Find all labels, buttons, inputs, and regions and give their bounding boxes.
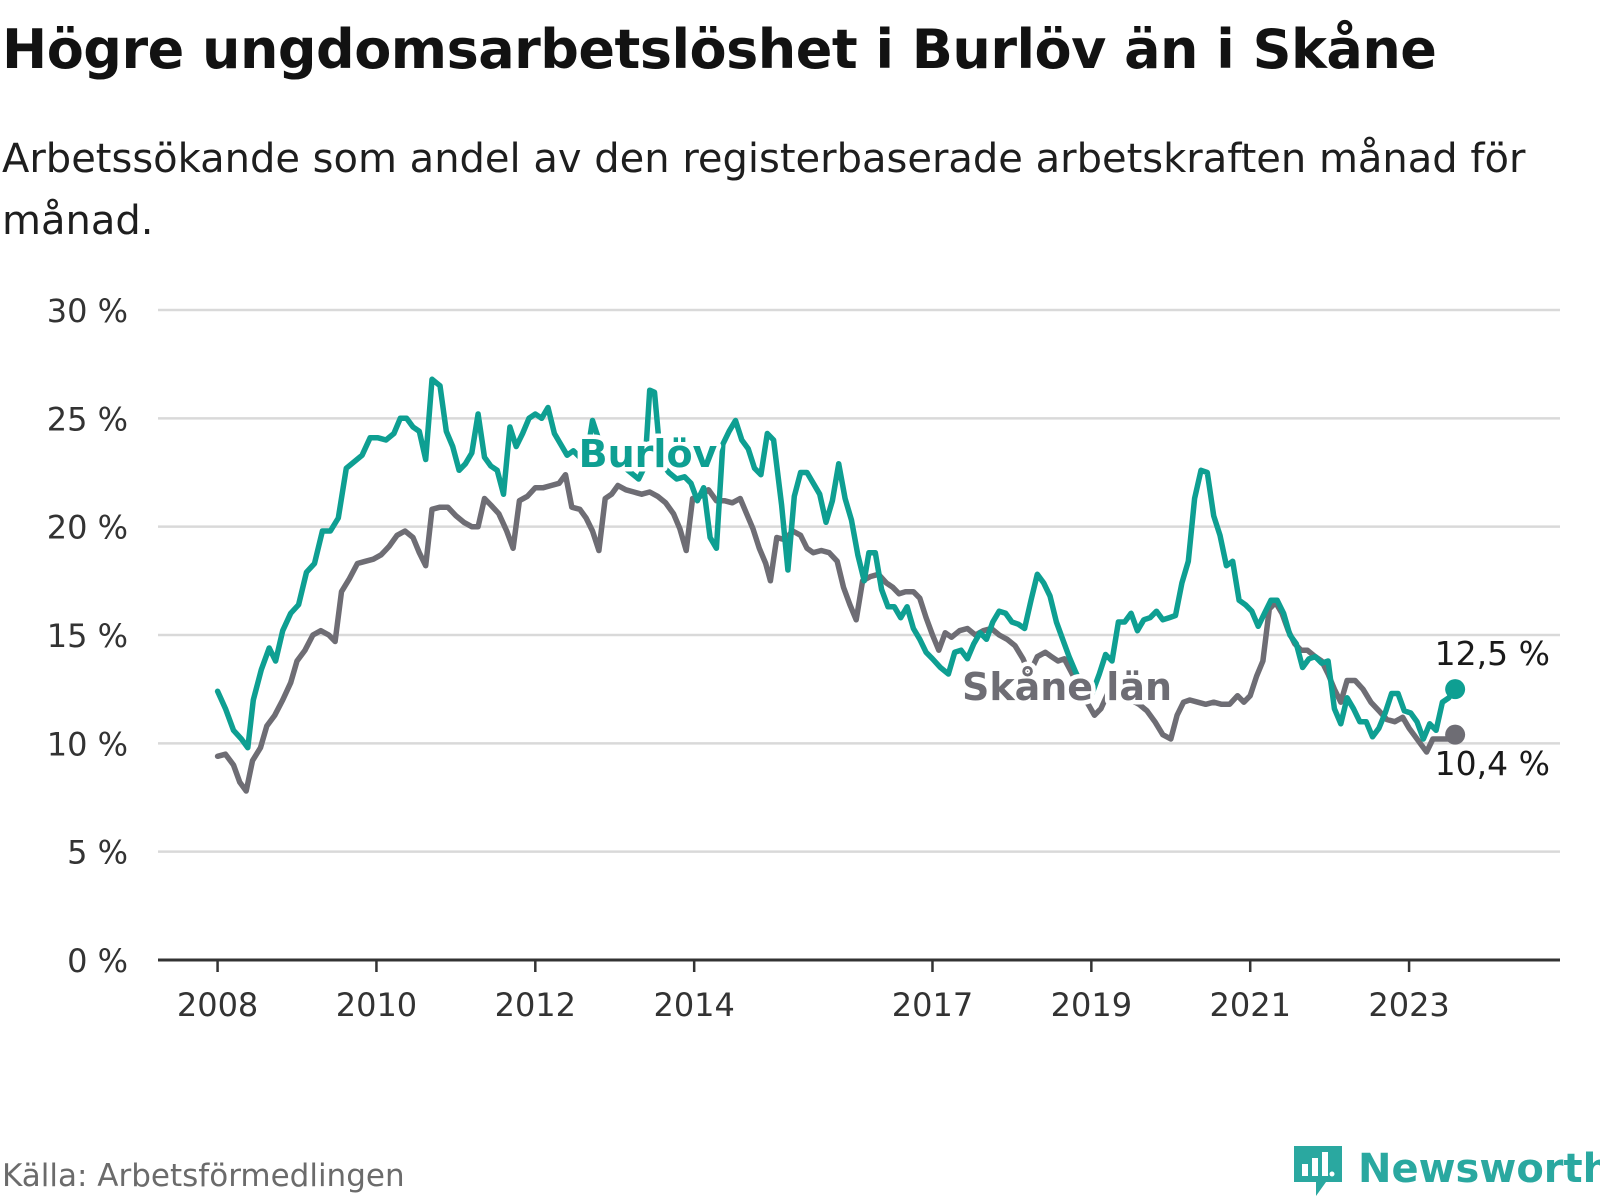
y-tick-label: 25 % xyxy=(47,400,128,438)
x-tick-label: 2010 xyxy=(336,986,417,1024)
line-chart: 0 %5 %10 %15 %20 %25 %30 % 2008 2010 2012 2… xyxy=(47,292,1560,1024)
y-tick-label: 10 % xyxy=(47,725,128,763)
gridlines xyxy=(158,308,1560,853)
x-tick-label: 2021 xyxy=(1209,986,1290,1024)
end-value-label-burlov: 12,5 % xyxy=(1435,634,1550,673)
series-line-skane xyxy=(214,471,1458,794)
series-lines xyxy=(214,376,1466,794)
y-tick-label: 20 % xyxy=(47,509,128,547)
y-tick-label: 0 % xyxy=(67,942,128,980)
y-tick-label: 15 % xyxy=(47,617,128,655)
series-label-skane-halo: Skåne län xyxy=(962,665,1172,709)
x-tick-label: 2008 xyxy=(177,986,258,1024)
series-label-skane: Skåne län xyxy=(962,665,1172,709)
x-axis: 2008 2010 2012 2014 2017 2019 2021 2023 xyxy=(158,958,1560,1024)
x-tick-label: 2012 xyxy=(495,986,576,1024)
y-axis-tick-labels: 0 % 5 % 10 % 15 % 20 % 25 % 30 % xyxy=(47,292,128,980)
series-label-burlov: Burlöv xyxy=(579,432,718,476)
brand-name: Newsworthy xyxy=(1358,1146,1600,1192)
series-line-burlov xyxy=(214,376,1458,751)
series-label-burlov-halo: Burlöv xyxy=(579,432,718,476)
y-tick-label: 5 % xyxy=(67,834,128,872)
x-tick-label: 2014 xyxy=(653,986,734,1024)
x-tick-label: 2023 xyxy=(1368,986,1449,1024)
end-point-skane xyxy=(1445,724,1466,745)
source-note: Källa: Arbetsförmedlingen xyxy=(2,1158,405,1194)
y-tick-label: 30 % xyxy=(47,292,128,330)
end-value-label-skane: 10,4 % xyxy=(1435,744,1550,783)
chart-subtitle: Arbetssökande som andel av den registerb… xyxy=(2,136,1526,244)
chart-title: Högre ungdomsarbetslöshet i Burlöv än i … xyxy=(2,18,1437,81)
x-tick-label: 2019 xyxy=(1051,986,1132,1024)
newsworthy-logo-icon xyxy=(1294,1146,1342,1196)
end-point-burlov xyxy=(1445,679,1466,700)
x-tick-label: 2017 xyxy=(892,986,973,1024)
